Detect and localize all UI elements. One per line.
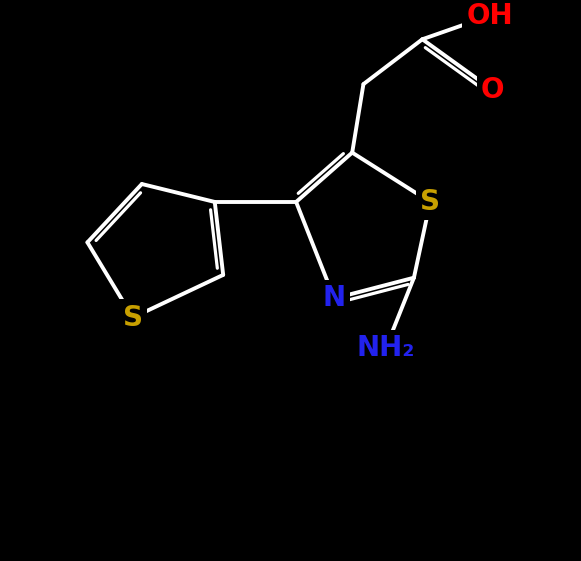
Text: N: N (322, 284, 346, 312)
Text: OH: OH (467, 2, 513, 30)
Text: S: S (420, 188, 440, 216)
Text: NH₂: NH₂ (357, 334, 415, 362)
Text: NH₂: NH₂ (357, 334, 415, 362)
Text: O: O (480, 76, 504, 104)
Text: S: S (420, 188, 440, 216)
Text: S: S (123, 304, 143, 332)
Text: N: N (322, 284, 346, 312)
Text: O: O (480, 76, 504, 104)
Text: S: S (123, 304, 143, 332)
Text: OH: OH (467, 2, 513, 30)
